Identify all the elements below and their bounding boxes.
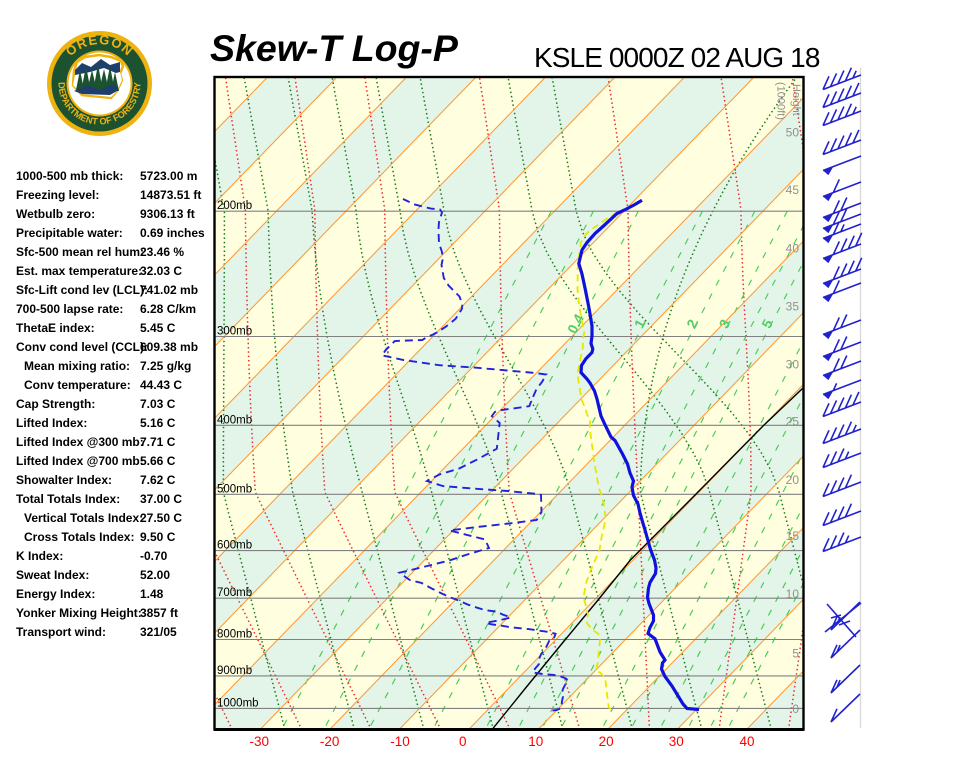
svg-text:-10: -10 — [390, 734, 410, 749]
svg-text:20: 20 — [786, 473, 800, 487]
svg-text:30: 30 — [786, 358, 800, 372]
svg-text:5: 5 — [792, 647, 799, 661]
svg-text:-30: -30 — [250, 734, 270, 749]
svg-text:35: 35 — [786, 300, 800, 314]
svg-text:40: 40 — [786, 242, 800, 256]
svg-text:10: 10 — [786, 587, 800, 601]
svg-text:1000mb: 1000mb — [217, 697, 259, 709]
svg-text:50: 50 — [786, 126, 800, 140]
svg-text:Height: Height — [790, 84, 802, 116]
svg-text:45: 45 — [786, 183, 800, 197]
svg-text:40: 40 — [739, 734, 754, 749]
svg-text:10: 10 — [528, 734, 543, 749]
svg-text:600mb: 600mb — [217, 540, 252, 552]
svg-text:400mb: 400mb — [217, 414, 252, 426]
svg-text:(1000ft): (1000ft) — [775, 82, 787, 120]
svg-text:-20: -20 — [320, 734, 340, 749]
svg-text:0: 0 — [792, 702, 799, 716]
svg-text:700mb: 700mb — [217, 587, 252, 599]
svg-text:20: 20 — [599, 734, 614, 749]
svg-text:500mb: 500mb — [217, 483, 252, 495]
svg-text:200mb: 200mb — [217, 200, 252, 212]
svg-text:15: 15 — [786, 529, 800, 543]
svg-text:900mb: 900mb — [217, 665, 252, 677]
svg-text:800mb: 800mb — [217, 629, 252, 641]
svg-text:0: 0 — [459, 734, 467, 749]
svg-text:30: 30 — [669, 734, 684, 749]
svg-text:25: 25 — [786, 415, 800, 429]
svg-text:300mb: 300mb — [217, 326, 252, 338]
